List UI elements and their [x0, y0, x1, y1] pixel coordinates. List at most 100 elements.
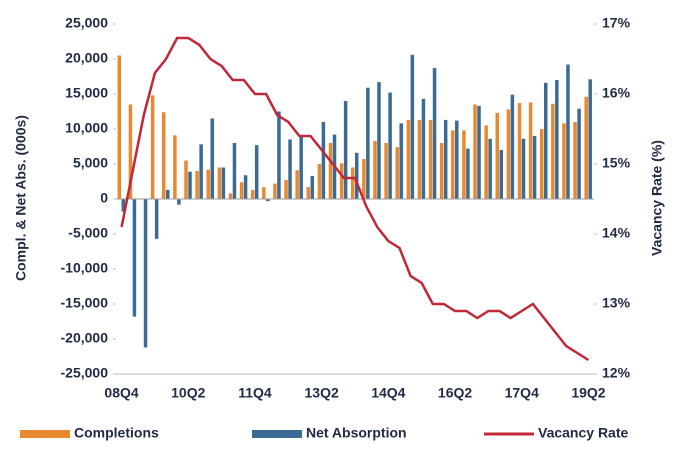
bar: [166, 189, 170, 199]
bar: [528, 102, 533, 199]
bar: [432, 68, 437, 199]
y-tick-label: -20,000: [61, 330, 109, 346]
y-tick-label: -25,000: [61, 365, 109, 381]
y2-tick-label: 13%: [602, 295, 631, 311]
bar: [573, 122, 577, 199]
legend-label: Completions: [74, 425, 159, 441]
legend-label: Net Absorption: [306, 425, 407, 441]
bar: [310, 175, 315, 199]
x-tick-label: 17Q4: [505, 385, 539, 401]
bar: [117, 55, 122, 199]
bar: [195, 171, 199, 199]
bar: [428, 119, 433, 199]
y2-tick-label: 15%: [602, 155, 631, 171]
bar: [455, 120, 459, 199]
bar: [266, 199, 270, 202]
bar: [495, 112, 500, 199]
y-tick-label: 10,000: [65, 120, 108, 136]
bar: [184, 160, 188, 199]
y-tick-label: 5,000: [73, 155, 108, 171]
bar: [584, 96, 588, 199]
bar: [473, 104, 477, 199]
legend-swatch: [252, 430, 302, 438]
bar: [439, 143, 444, 199]
bar: [351, 167, 355, 199]
bar: [395, 147, 399, 199]
bar: [355, 152, 359, 199]
bar: [121, 199, 126, 212]
bar: [128, 104, 133, 199]
bar: [232, 143, 237, 199]
x-tick-label: 11Q4: [238, 385, 272, 401]
bar: [399, 123, 403, 199]
bar: [239, 182, 244, 199]
bar: [421, 98, 426, 199]
bar: [254, 145, 259, 199]
bar: [317, 164, 322, 199]
bar: [228, 193, 233, 199]
bar: [150, 95, 155, 199]
bar: [154, 199, 159, 239]
bar: [273, 183, 277, 199]
bar: [206, 169, 210, 199]
bar: [362, 159, 366, 199]
bar: [177, 199, 181, 205]
bar: [295, 170, 299, 199]
bar: [162, 112, 166, 199]
x-tick-label: 08Q4: [104, 385, 138, 401]
bar: [539, 129, 544, 199]
bar: [132, 199, 137, 317]
x-tick-label: 10Q2: [171, 385, 205, 401]
bar: [588, 79, 592, 199]
bar: [506, 109, 511, 199]
bar: [262, 187, 266, 199]
bar: [451, 130, 455, 199]
bar: [551, 103, 555, 199]
y-tick-label: 15,000: [65, 85, 108, 101]
bar: [532, 136, 537, 199]
bar: [443, 119, 448, 199]
y-tick-label: -5,000: [68, 225, 108, 241]
bar: [377, 82, 381, 199]
x-tick-label: 19Q2: [571, 385, 605, 401]
x-tick-label: 16Q2: [438, 385, 472, 401]
bar: [555, 80, 559, 199]
bar: [510, 94, 515, 199]
bar: [250, 189, 255, 199]
y-tick-label: 20,000: [65, 50, 108, 66]
y2-tick-label: 17%: [602, 15, 631, 31]
y-tick-label: 25,000: [65, 15, 108, 31]
line: [120, 36, 590, 362]
bar: [339, 163, 344, 199]
y-tick-label: -10,000: [61, 260, 109, 276]
bar: [406, 119, 411, 199]
y-axis-label: Compl. & Net Abs. (000s): [13, 115, 29, 281]
bar: [410, 54, 415, 199]
bar: [543, 82, 548, 199]
legend-label: Vacancy Rate: [538, 425, 628, 441]
bar: [499, 150, 504, 199]
bar: [306, 187, 311, 199]
x-tick-label: 13Q2: [305, 385, 339, 401]
bar: [299, 136, 303, 199]
bar: [562, 123, 566, 199]
bar: [321, 122, 326, 199]
bar: [466, 148, 470, 199]
bar: [488, 138, 492, 199]
bar: [517, 103, 522, 199]
bar: [384, 143, 388, 199]
bar: [199, 144, 203, 199]
bar: [143, 199, 148, 348]
y2-tick-label: 12%: [602, 365, 631, 381]
y2-axis-label: Vacancy Rate (%): [649, 140, 665, 256]
y2-tick-label: 14%: [602, 225, 631, 241]
bar: [284, 180, 288, 199]
bar: [373, 140, 377, 199]
legend-swatch: [20, 430, 70, 438]
bar: [462, 130, 466, 199]
bar: [343, 101, 348, 199]
bar: [188, 171, 192, 199]
y2-tick-label: 16%: [602, 85, 631, 101]
